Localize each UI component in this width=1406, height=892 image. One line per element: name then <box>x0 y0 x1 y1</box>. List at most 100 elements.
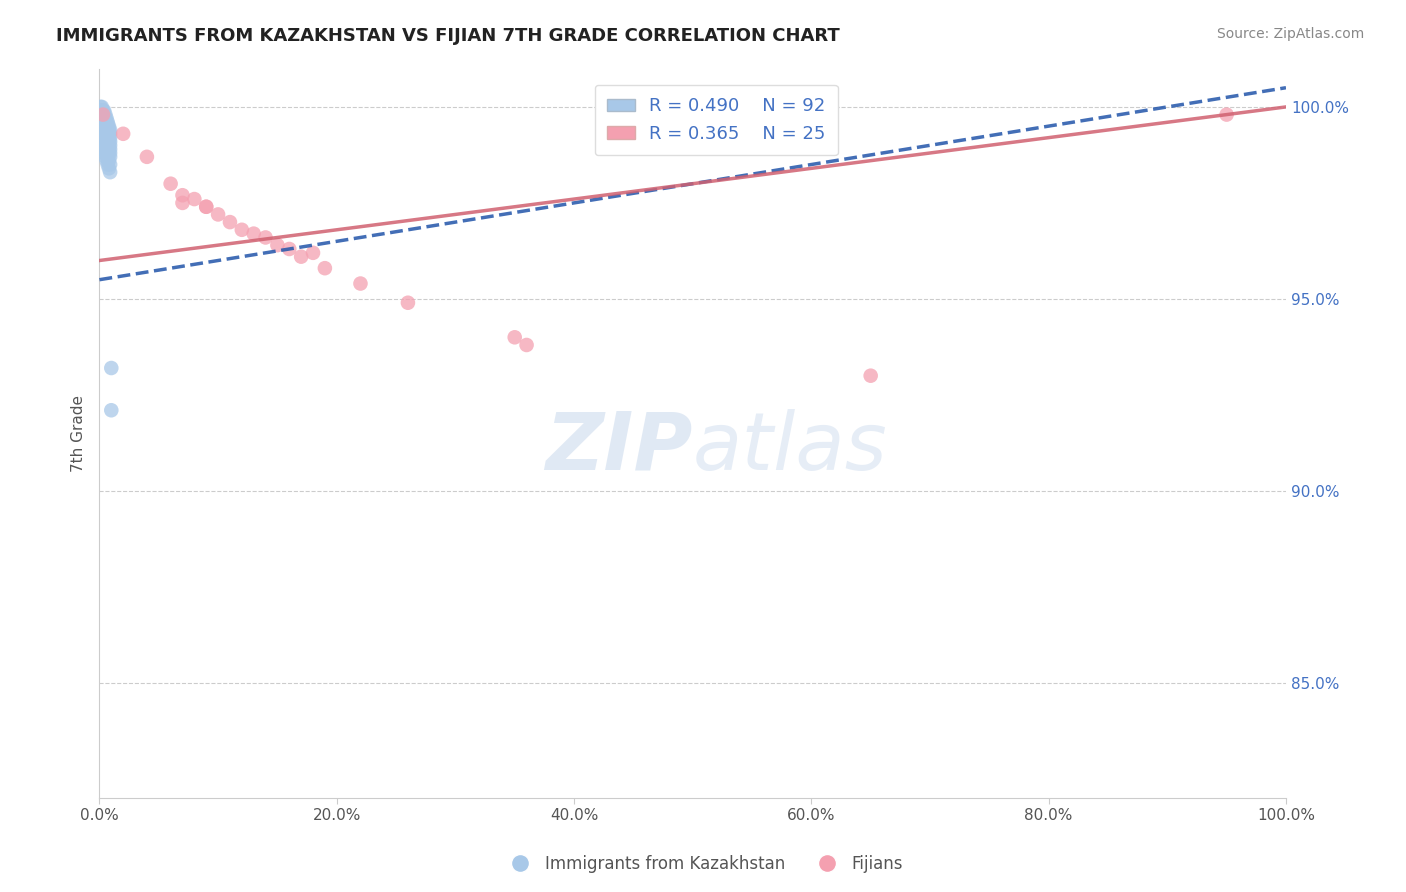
Point <box>90 103 112 118</box>
Point <box>97 130 120 145</box>
Point <box>94 119 117 133</box>
Point <box>93 130 115 145</box>
Point <box>98 142 121 156</box>
Point <box>90 123 112 137</box>
Point <box>172 188 194 202</box>
Point <box>159 177 181 191</box>
Point <box>91 130 114 145</box>
Point <box>90 100 112 114</box>
Point <box>278 242 301 256</box>
Point <box>90 119 112 133</box>
Point <box>219 215 242 229</box>
Point <box>135 150 157 164</box>
Point <box>94 112 117 126</box>
Legend: R = 0.490    N = 92, R = 0.365    N = 25: R = 0.490 N = 92, R = 0.365 N = 25 <box>595 85 838 155</box>
Point <box>91 115 114 129</box>
Point <box>98 130 121 145</box>
Point <box>91 142 114 156</box>
Point <box>859 368 882 383</box>
Point <box>97 123 120 137</box>
Point <box>91 112 114 126</box>
Point <box>96 135 118 149</box>
Point <box>94 135 117 149</box>
Point <box>93 112 115 126</box>
Point <box>90 107 112 121</box>
Point <box>94 115 117 129</box>
Point <box>97 161 120 176</box>
Point <box>93 107 115 121</box>
Point <box>98 135 121 149</box>
Point <box>97 138 120 153</box>
Text: IMMIGRANTS FROM KAZAKHSTAN VS FIJIAN 7TH GRADE CORRELATION CHART: IMMIGRANTS FROM KAZAKHSTAN VS FIJIAN 7TH… <box>56 27 839 45</box>
Point <box>93 146 115 161</box>
Point <box>90 112 112 126</box>
Point <box>97 135 120 149</box>
Point <box>90 135 112 149</box>
Point <box>97 157 120 171</box>
Point <box>314 261 336 276</box>
Point <box>97 135 120 149</box>
Point <box>97 130 120 145</box>
Point <box>231 223 253 237</box>
Point <box>516 338 538 352</box>
Point <box>90 107 112 121</box>
Point <box>98 123 121 137</box>
Point <box>97 115 120 129</box>
Point <box>1215 107 1237 121</box>
Point <box>97 153 120 168</box>
Text: Source: ZipAtlas.com: Source: ZipAtlas.com <box>1216 27 1364 41</box>
Point <box>90 138 112 153</box>
Point <box>100 403 122 417</box>
Point <box>98 146 121 161</box>
Point <box>93 138 115 153</box>
Point <box>91 135 114 149</box>
Point <box>97 123 120 137</box>
Point <box>94 142 117 156</box>
Point <box>98 127 121 141</box>
Point <box>96 130 118 145</box>
Point <box>90 123 112 137</box>
Point <box>172 195 194 210</box>
Point <box>94 123 117 137</box>
Text: atlas: atlas <box>693 409 887 487</box>
Point <box>90 112 112 126</box>
Point <box>91 127 114 141</box>
Point <box>97 127 120 141</box>
Point <box>96 115 118 129</box>
Point <box>242 227 264 241</box>
Point <box>90 130 112 145</box>
Point <box>290 250 312 264</box>
Point <box>96 153 118 168</box>
Point <box>97 146 120 161</box>
Point <box>91 123 114 137</box>
Point <box>94 150 117 164</box>
Point <box>183 192 205 206</box>
Point <box>100 361 122 376</box>
Point <box>90 119 112 133</box>
Point <box>90 103 112 118</box>
Point <box>90 115 112 129</box>
Point <box>195 200 218 214</box>
Point <box>90 115 112 129</box>
Point <box>97 142 120 156</box>
Point <box>91 107 114 121</box>
Point <box>90 130 112 145</box>
Point <box>207 207 229 221</box>
Point <box>96 127 118 141</box>
Point <box>98 138 121 153</box>
Point <box>94 107 117 121</box>
Point <box>90 100 112 114</box>
Point <box>90 127 112 141</box>
Point <box>93 115 115 129</box>
Point <box>96 146 118 161</box>
Point <box>93 123 115 137</box>
Point <box>96 112 118 126</box>
Point <box>396 295 419 310</box>
Point <box>349 277 371 291</box>
Point <box>97 119 120 133</box>
Point <box>266 238 288 252</box>
Point <box>96 123 118 137</box>
Point <box>97 150 120 164</box>
Point <box>91 107 114 121</box>
Point <box>96 138 118 153</box>
